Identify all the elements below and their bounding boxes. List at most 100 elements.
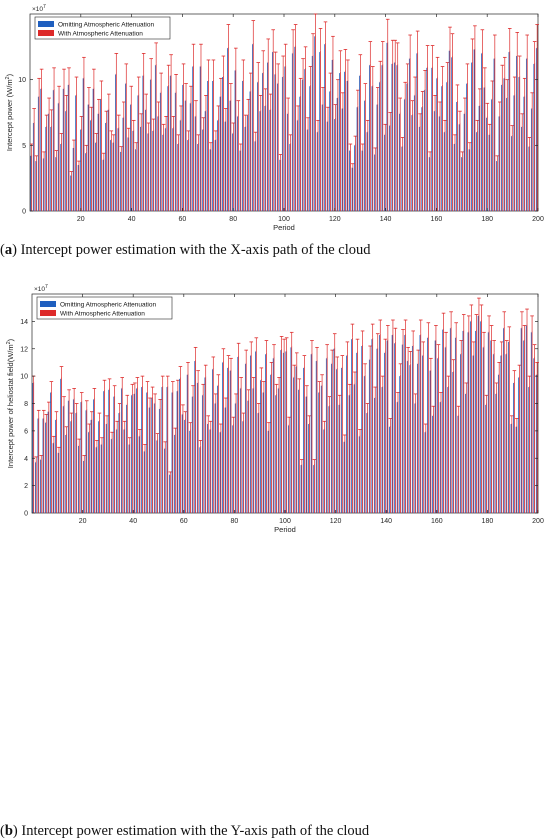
bar-omitting-attenuation <box>452 372 454 513</box>
bar-with-attenuation <box>514 94 516 211</box>
bar-omitting-attenuation <box>35 161 37 211</box>
bar-with-attenuation <box>245 362 247 513</box>
bar-with-attenuation <box>178 142 179 211</box>
bar-with-attenuation <box>432 66 433 211</box>
bar-omitting-attenuation <box>171 392 173 513</box>
bar-omitting-attenuation <box>333 348 335 513</box>
bar-omitting-attenuation <box>237 116 238 211</box>
bar-omitting-attenuation <box>103 391 105 513</box>
bar-omitting-attenuation <box>424 432 426 513</box>
bar-omitting-attenuation <box>262 73 263 211</box>
bar-omitting-attenuation <box>222 362 224 513</box>
bar-omitting-attenuation <box>448 50 450 211</box>
bar-with-attenuation <box>140 125 142 211</box>
bar-with-attenuation <box>345 70 346 211</box>
bar-with-attenuation <box>48 410 50 513</box>
bar-with-attenuation <box>452 56 453 211</box>
bar-with-attenuation <box>340 71 341 211</box>
bar-omitting-attenuation <box>194 116 196 211</box>
bar-with-attenuation <box>215 138 217 211</box>
bar-omitting-attenuation <box>453 144 455 211</box>
bar-omitting-attenuation <box>271 52 273 212</box>
bar-with-attenuation <box>476 329 477 513</box>
bar-with-attenuation <box>369 63 371 211</box>
bar-omitting-attenuation <box>142 75 144 211</box>
bar-omitting-attenuation <box>95 447 97 513</box>
bar-omitting-attenuation <box>354 145 355 211</box>
bar-with-attenuation <box>425 430 427 514</box>
bar-with-attenuation <box>188 138 189 211</box>
bar-omitting-attenuation <box>343 441 345 513</box>
bar-omitting-attenuation <box>254 141 256 211</box>
bar-omitting-attenuation <box>140 126 141 211</box>
legend-swatch <box>40 310 56 316</box>
bar-omitting-attenuation <box>466 83 468 211</box>
bar-omitting-attenuation <box>194 361 196 513</box>
bar-omitting-attenuation <box>204 377 206 513</box>
bar-with-attenuation <box>511 422 513 513</box>
bar-omitting-attenuation <box>438 116 440 211</box>
bar-omitting-attenuation <box>379 335 380 513</box>
bar-omitting-attenuation <box>186 374 188 513</box>
bar-omitting-attenuation <box>306 129 308 211</box>
bar-omitting-attenuation <box>403 99 405 211</box>
bar-with-attenuation <box>321 384 323 513</box>
bar-with-attenuation <box>272 50 274 211</box>
bar-omitting-attenuation <box>321 104 323 211</box>
bar-omitting-attenuation <box>295 366 297 513</box>
exponent-base: ×10 <box>32 6 43 13</box>
bar-with-attenuation <box>235 402 237 513</box>
bar-omitting-attenuation <box>487 332 489 513</box>
bar-with-attenuation <box>95 141 97 211</box>
bar-omitting-attenuation <box>329 91 331 211</box>
bar-with-attenuation <box>382 385 384 513</box>
bar-with-attenuation <box>384 351 386 513</box>
bar-with-attenuation <box>382 63 384 211</box>
bar-omitting-attenuation <box>110 439 112 513</box>
bar-with-attenuation <box>185 418 186 513</box>
bar-omitting-attenuation <box>463 113 465 211</box>
bar-with-attenuation <box>142 385 143 513</box>
bar-omitting-attenuation <box>465 393 466 513</box>
bar-with-attenuation <box>111 437 113 513</box>
bar-omitting-attenuation <box>414 403 416 513</box>
bar-with-attenuation <box>346 354 348 513</box>
bar-with-attenuation <box>283 351 285 513</box>
bar-omitting-attenuation <box>389 426 390 513</box>
bar-omitting-attenuation <box>257 82 258 211</box>
x-tick-label: 20 <box>77 216 85 223</box>
bar-omitting-attenuation <box>386 340 388 513</box>
bar-omitting-attenuation <box>67 400 69 513</box>
bar-with-attenuation <box>467 82 468 211</box>
bar-with-attenuation <box>286 350 288 513</box>
bar-with-attenuation <box>342 107 344 211</box>
caption-b-letter: b <box>4 823 13 839</box>
bar-omitting-attenuation <box>147 133 149 211</box>
y-tick-label: 2 <box>24 483 28 490</box>
bar-omitting-attenuation <box>274 74 276 211</box>
bar-with-attenuation <box>334 347 336 513</box>
bar-with-attenuation <box>124 428 126 513</box>
bar-omitting-attenuation <box>85 410 87 513</box>
bar-omitting-attenuation <box>130 104 131 211</box>
bar-omitting-attenuation <box>117 128 119 211</box>
bar-with-attenuation <box>193 65 194 211</box>
bar-omitting-attenuation <box>366 132 368 211</box>
bar-with-attenuation <box>276 393 277 513</box>
bar-omitting-attenuation <box>87 104 89 211</box>
bar-with-attenuation <box>273 356 275 513</box>
bar-omitting-attenuation <box>291 53 293 212</box>
bar-with-attenuation <box>349 393 351 513</box>
bar-with-attenuation <box>501 83 503 211</box>
bar-with-attenuation <box>534 62 536 212</box>
bar-omitting-attenuation <box>98 421 100 513</box>
chart-a-svg: 20 40 60 80 100 120 140 160 180 200 0 5 10 ×107 Period… <box>5 4 544 232</box>
bar-with-attenuation <box>486 116 488 211</box>
bar-with-attenuation <box>83 459 85 513</box>
bar-omitting-attenuation <box>264 105 266 211</box>
bar-omitting-attenuation <box>305 396 307 513</box>
bar-omitting-attenuation <box>122 117 124 211</box>
bar-with-attenuation <box>108 108 110 211</box>
bar-omitting-attenuation <box>386 42 388 211</box>
bar-omitting-attenuation <box>65 434 67 513</box>
